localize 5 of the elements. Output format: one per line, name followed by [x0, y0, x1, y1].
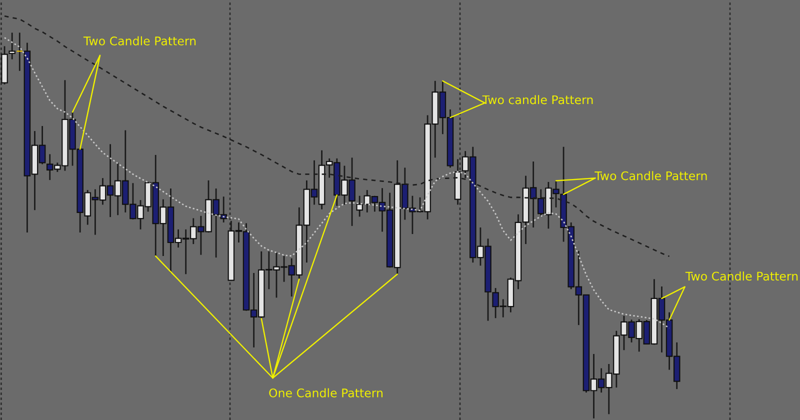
annotation: Two Candle Pattern	[83, 36, 196, 46]
annotation: Two Candle Pattern	[594, 171, 707, 180]
annotation: Two candle Pattern	[482, 95, 593, 104]
text: Two Candle Pattern	[685, 271, 798, 281]
annotation: One Candle Pattern	[269, 388, 383, 398]
